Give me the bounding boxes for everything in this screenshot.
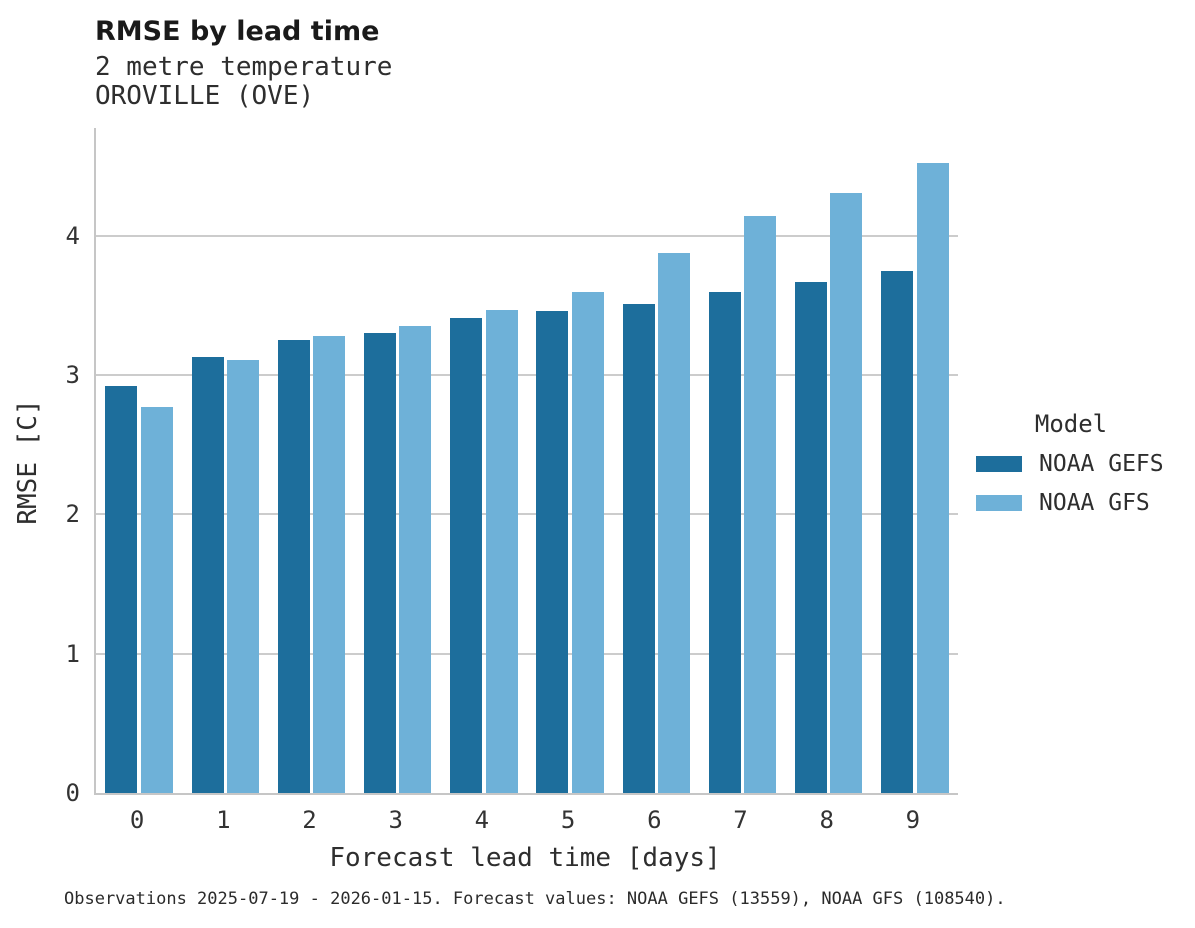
bar-noaa-gfs-lead-0 <box>140 407 173 793</box>
x-axis-label: Forecast lead time [days] <box>329 843 721 873</box>
bar-noaa-gfs-lead-3 <box>399 326 432 793</box>
x-tick-label-3: 3 <box>388 806 403 834</box>
chart-title: RMSE by lead time <box>95 16 380 47</box>
legend-label: NOAA GEFS <box>1039 451 1164 477</box>
chart-subtitle: 2 metre temperature <box>95 52 393 82</box>
y-tick-label-0: 0 <box>65 779 80 807</box>
bar-noaa-gefs-lead-4 <box>450 318 483 793</box>
bar-noaa-gfs-lead-6 <box>658 252 691 793</box>
bar-noaa-gefs-lead-9 <box>881 270 914 793</box>
x-tick-label-8: 8 <box>819 806 834 834</box>
bar-noaa-gfs-lead-1 <box>227 359 260 793</box>
x-tick-label-1: 1 <box>216 806 231 834</box>
bar-noaa-gefs-lead-7 <box>708 291 741 793</box>
legend-entry-noaa-gefs: NOAA GEFS <box>976 451 1176 477</box>
plot-area <box>94 128 958 795</box>
bar-noaa-gefs-lead-6 <box>622 304 655 793</box>
y-tick-label-3: 3 <box>65 361 80 390</box>
y-tick-label-4: 4 <box>65 221 80 250</box>
legend-swatch <box>976 495 1022 511</box>
bar-noaa-gefs-lead-1 <box>191 357 224 793</box>
legend: Model NOAA GEFS NOAA GFS <box>976 410 1176 516</box>
bar-noaa-gfs-lead-9 <box>916 163 949 793</box>
legend-entries: NOAA GEFS NOAA GFS <box>976 451 1176 516</box>
legend-entry-noaa-gfs: NOAA GFS <box>976 490 1176 516</box>
footnote: Observations 2025-07-19 - 2026-01-15. Fo… <box>64 889 1006 909</box>
bar-noaa-gefs-lead-3 <box>363 333 396 793</box>
bar-noaa-gfs-lead-5 <box>571 291 604 793</box>
x-tick-label-9: 9 <box>905 806 921 834</box>
x-tick-label-5: 5 <box>560 806 576 834</box>
x-tick-label-7: 7 <box>733 806 748 834</box>
x-tick-label-0: 0 <box>129 806 145 834</box>
bar-noaa-gefs-lead-5 <box>536 311 569 793</box>
gridline-y-3 <box>96 374 958 377</box>
y-tick-label-2: 2 <box>65 500 80 529</box>
gridline-y-2 <box>96 513 958 516</box>
bar-noaa-gefs-lead-2 <box>277 340 310 793</box>
bar-noaa-gfs-lead-8 <box>830 192 863 793</box>
bar-noaa-gfs-lead-7 <box>744 216 777 793</box>
x-tick-label-6: 6 <box>647 806 662 834</box>
x-tick-label-4: 4 <box>474 806 490 834</box>
legend-swatch <box>976 456 1022 472</box>
x-tick-label-2: 2 <box>302 806 317 834</box>
chart-station: OROVILLE (OVE) <box>95 81 315 111</box>
bar-noaa-gfs-lead-2 <box>313 336 346 793</box>
legend-title: Model <box>1034 410 1108 438</box>
bar-noaa-gefs-lead-8 <box>794 281 827 793</box>
bar-noaa-gefs-lead-0 <box>105 386 138 793</box>
gridline-y-1 <box>96 652 958 655</box>
gridline-y-4 <box>96 234 958 237</box>
legend-label: NOAA GFS <box>1039 490 1150 516</box>
bar-noaa-gfs-lead-4 <box>485 309 518 793</box>
y-tick-label-1: 1 <box>65 639 80 668</box>
